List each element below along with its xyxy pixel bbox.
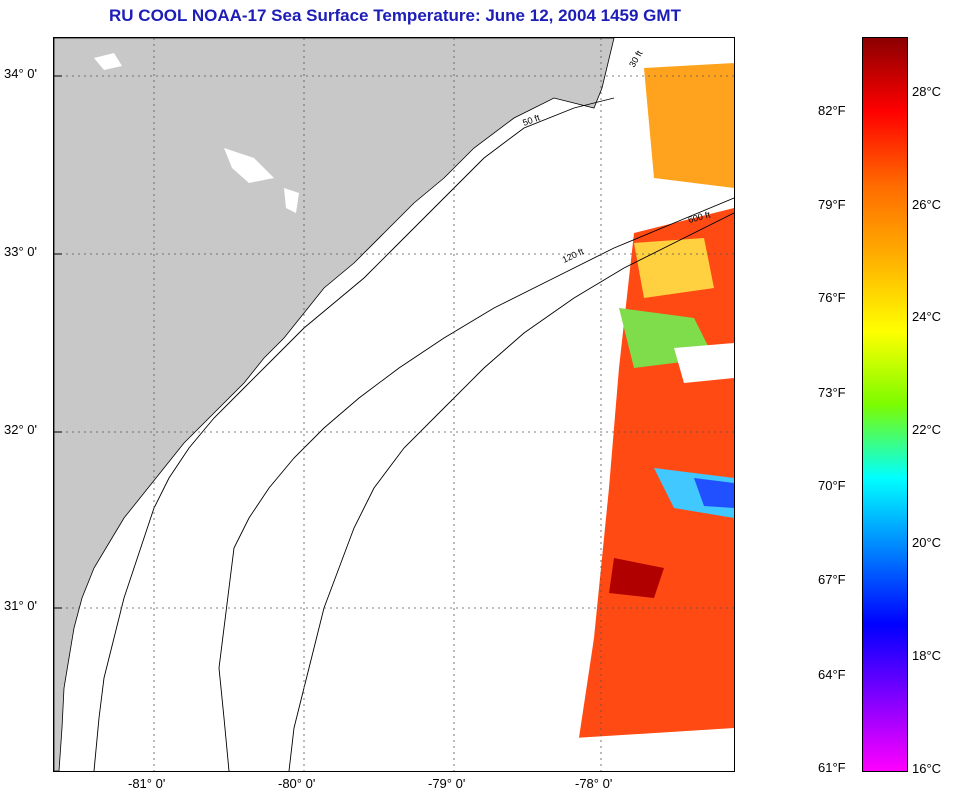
colorbar-f-73: 73°F — [818, 385, 846, 400]
contour-label-30ft: 30 ft — [627, 48, 645, 69]
sst-cloud-gap-2 — [574, 728, 734, 771]
contour-label-50ft: 50 ft — [521, 112, 541, 128]
contour-50ft — [93, 97, 615, 771]
colorbar-f-61: 61°F — [818, 760, 846, 775]
lon-label-79: -79° 0' — [428, 776, 466, 791]
sst-patch-blue — [694, 478, 734, 508]
colorbar-f-76: 76°F — [818, 290, 846, 305]
lat-label-34: 34° 0' — [4, 66, 37, 81]
lake-2 — [224, 148, 274, 183]
sst-patch-yellow — [634, 238, 714, 298]
lon-label-81: -81° 0' — [128, 776, 166, 791]
colorbar-c-26: 26°C — [912, 197, 942, 212]
contour-600ft — [288, 212, 734, 771]
sst-patch-darkred — [609, 558, 664, 598]
lat-label-32: 32° 0' — [4, 422, 37, 437]
colorbar-f-79: 79°F — [818, 197, 846, 212]
sst-map-canvas: 30 ft 50 ft 120 ft 600 ft — [54, 38, 734, 771]
contour-120ft — [218, 197, 734, 771]
lake-1 — [94, 53, 122, 70]
colorbar-c-16: 16°C — [912, 761, 942, 776]
contour-label-120ft: 120 ft — [561, 246, 586, 265]
land-area — [54, 38, 615, 771]
colorbar-f-82: 82°F — [818, 103, 846, 118]
left-ticks — [54, 75, 62, 609]
colorbar-c-18: 18°C — [912, 648, 942, 663]
colorbar-c-24: 24°C — [912, 309, 942, 324]
map-title: RU COOL NOAA-17 Sea Surface Temperature:… — [109, 6, 681, 25]
colorbar-c-22: 22°C — [912, 422, 942, 437]
colorbar-c-28: 28°C — [912, 84, 942, 99]
lat-label-33: 33° 0' — [4, 244, 37, 259]
sst-patch-orange-top — [644, 63, 734, 188]
lat-lon-grid — [54, 38, 734, 771]
colorbar-f-70: 70°F — [818, 478, 846, 493]
sst-map: 30 ft 50 ft 120 ft 600 ft — [53, 37, 735, 772]
colorbar-f-64: 64°F — [818, 667, 846, 682]
colorbar-c-20: 20°C — [912, 535, 942, 550]
lon-label-78: -78° 0' — [575, 776, 613, 791]
lat-label-31: 31° 0' — [4, 598, 37, 613]
temperature-colorbar — [862, 37, 908, 772]
colorbar-f-67: 67°F — [818, 572, 846, 587]
lon-label-80: -80° 0' — [278, 776, 316, 791]
lake-3 — [284, 188, 299, 213]
sst-cloud-gap-1 — [674, 343, 734, 383]
